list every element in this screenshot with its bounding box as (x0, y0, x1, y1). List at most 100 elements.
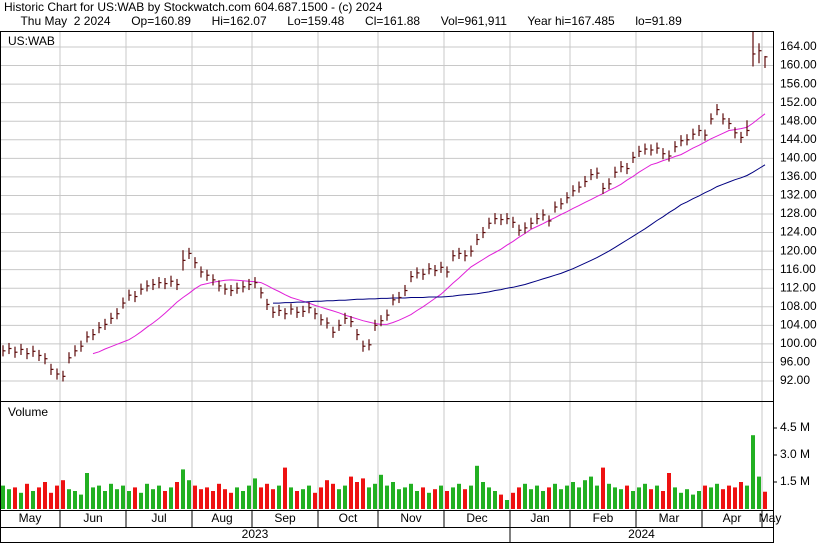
volume-bar (277, 485, 281, 509)
volume-bar (55, 485, 59, 509)
volume-bar (433, 489, 437, 509)
volume-bar (739, 482, 743, 509)
volume-bar (67, 489, 71, 509)
y-tick-label: 156.00 (780, 76, 817, 90)
volume-bar (403, 487, 407, 509)
volume-bar (721, 489, 725, 509)
stat: Vol=961,911 (441, 14, 508, 28)
volume-bar (661, 491, 665, 509)
volume-bar (283, 467, 287, 509)
y-tick-label: 128.00 (780, 206, 817, 220)
volume-bar (427, 492, 431, 509)
stat: lo=91.89 (635, 14, 682, 28)
volume-bar (703, 485, 707, 509)
volume-bar (217, 483, 221, 509)
volume-bar (7, 489, 11, 509)
volume-bar (649, 489, 653, 509)
x-tick-label: Aug (211, 511, 232, 525)
volume-bar (523, 483, 527, 509)
volume-bar (727, 485, 731, 509)
volume-bar (529, 489, 533, 509)
volume-bar (541, 491, 545, 509)
volume-bar (43, 482, 47, 509)
volume-bar (103, 491, 107, 509)
volume-bar (487, 487, 491, 509)
y-tick-label: 136.00 (780, 169, 817, 183)
volume-bar (271, 489, 275, 509)
volume-bar (229, 492, 233, 509)
volume-bar (367, 487, 371, 509)
stat: Year hi=167.485 (527, 14, 615, 28)
volume-bar (115, 489, 119, 509)
volume-bar (343, 485, 347, 509)
volume-bar (745, 485, 749, 509)
volume-bar (607, 483, 611, 509)
y-tick-label: 164.00 (780, 39, 817, 53)
volume-bar (421, 487, 425, 509)
volume-bar (505, 500, 509, 509)
x-tick-label: May (759, 511, 782, 525)
x-tick-label: Oct (339, 511, 358, 525)
volume-bar (763, 491, 767, 509)
x-tick-label: Jul (151, 511, 166, 525)
volume-bar (385, 485, 389, 509)
plot-layer (1, 31, 773, 510)
volume-bar (181, 469, 185, 509)
volume-bar (691, 494, 695, 509)
volume-bar (265, 483, 269, 509)
volume-bar (679, 492, 683, 509)
volume-bar (157, 485, 161, 509)
volume-bar (145, 483, 149, 509)
volume-bar (349, 476, 353, 509)
volume-bar (139, 492, 143, 509)
volume-bar (331, 483, 335, 509)
volume-bar (589, 476, 593, 509)
volume-bar (583, 480, 587, 509)
volume-bar (19, 492, 23, 509)
volume-bar (625, 485, 629, 509)
stat: Cl=161.88 (365, 14, 420, 28)
volume-bar (79, 494, 83, 509)
volume-bar (295, 491, 299, 509)
volume-bar (565, 485, 569, 509)
volume-bar (697, 491, 701, 509)
y-tick-label: 116.00 (780, 262, 816, 276)
y-tick-label: 108.00 (780, 299, 817, 313)
stat: Hi=162.07 (212, 14, 267, 28)
symbol-label: US:WAB (8, 34, 55, 48)
volume-bar (559, 489, 563, 509)
y-tick-label: 92.00 (780, 373, 810, 387)
volume-bar (595, 485, 599, 509)
volume-bar (313, 492, 317, 509)
x-tick-label: Dec (466, 511, 487, 525)
moving-average (92, 113, 766, 355)
volume-bar (37, 487, 41, 509)
stat: Op=160.89 (131, 14, 191, 28)
volume-bar (619, 489, 623, 509)
volume-bar (193, 485, 197, 509)
volume-bar (469, 485, 473, 509)
volume-bar (247, 485, 251, 509)
chart-title: Historic Chart for US:WAB by Stockwatch.… (4, 0, 383, 14)
volume-bar (73, 491, 77, 509)
volume-bar (361, 478, 365, 509)
volume-bar (253, 478, 257, 509)
volume-bar (445, 491, 449, 509)
volume-tick-label: 1.5 M (780, 474, 810, 488)
year-label: 2023 (242, 527, 269, 541)
volume-bar (481, 482, 485, 509)
x-tick-label: Mar (659, 511, 680, 525)
volume-bar (289, 487, 293, 509)
volume-bar (535, 485, 539, 509)
volume-bar (373, 483, 377, 509)
volume-bar (673, 487, 677, 509)
volume-bar (325, 480, 329, 509)
volume-bar (415, 491, 419, 509)
volume-bar (235, 487, 239, 509)
x-tick-label: Apr (723, 511, 742, 525)
y-tick-label: 124.00 (780, 225, 817, 239)
volume-bar (163, 491, 167, 509)
volume-bar (169, 487, 173, 509)
header-stats: Thu May 2 2024 Op=160.89 Hi=162.07 Lo=15… (4, 14, 692, 28)
